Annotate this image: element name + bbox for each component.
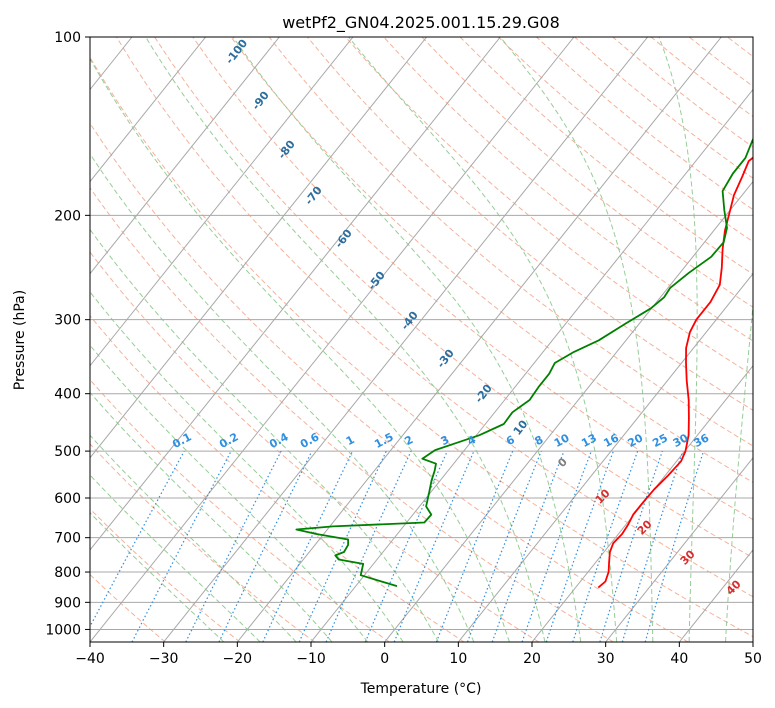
- x-axis-label: Temperature (°C): [360, 681, 482, 697]
- y-tick-label: 800: [54, 565, 81, 581]
- isotherm: [605, 457, 753, 642]
- dry-adiabat: [192, 37, 753, 521]
- moist-adiabat: [90, 153, 475, 642]
- chart-title: wetPf2_GN04.2025.001.15.29.G08: [282, 13, 560, 33]
- mixing-ratio-line: [572, 450, 639, 642]
- moist-adiabat: [145, 37, 546, 642]
- isotherm: [236, 37, 722, 642]
- dewpoint-line: [295, 137, 753, 587]
- temperature-line: [597, 156, 753, 589]
- dry-adiabat: [116, 37, 753, 598]
- plot-frame: [89, 36, 754, 643]
- moist-adiabat: [90, 474, 261, 642]
- mixing-ratio-label: 20: [626, 431, 646, 450]
- isotherm: [90, 37, 207, 183]
- grid-layer: [0, 37, 775, 642]
- moist-adiabat: [90, 228, 439, 642]
- isotherm: [90, 37, 280, 275]
- dry-adiabat: [90, 314, 465, 642]
- mixing-ratio-line: [545, 450, 614, 642]
- dry-adiabat: [421, 37, 753, 308]
- mixing-ratio-label: 25: [650, 431, 670, 450]
- mixing-ratio-line: [491, 450, 565, 642]
- moist-adiabat: [725, 300, 753, 642]
- y-tick-label: 400: [54, 387, 81, 403]
- isotherm: [90, 37, 428, 459]
- mixing-ratio-line: [90, 450, 185, 628]
- x-tick-label: 30: [597, 651, 615, 667]
- mixing-ratio-line: [644, 450, 705, 642]
- moist-adiabat: [658, 37, 698, 642]
- dry-adiabat: [90, 56, 753, 638]
- x-tick-label: −20: [223, 651, 253, 667]
- mixing-ratio-label: 30: [671, 431, 691, 450]
- y-tick-label: 100: [54, 30, 81, 46]
- y-tick-label: 900: [54, 595, 81, 611]
- x-tick-label: 50: [744, 651, 762, 667]
- x-tick-label: 0: [380, 651, 389, 667]
- plot-background: [90, 37, 753, 642]
- dry-adiabat: [90, 251, 540, 642]
- x-tick-label: 10: [449, 651, 467, 667]
- mixing-ratio-line: [435, 450, 514, 642]
- isotherm: [90, 37, 354, 367]
- x-tick-label: −40: [75, 651, 105, 667]
- mixing-ratio-label: 36: [692, 431, 712, 450]
- isotherm: [90, 37, 575, 642]
- dry-adiabat: [230, 37, 753, 483]
- isotherm: [0, 37, 58, 642]
- isotherm: [752, 641, 753, 642]
- dry-adiabat: [90, 122, 689, 642]
- mixing-ratio-line: [185, 450, 282, 642]
- y-tick-label: 200: [54, 208, 81, 224]
- dry-adiabat: [383, 37, 753, 342]
- dry-adiabat: [90, 187, 614, 642]
- moist-adiabat: [90, 344, 369, 642]
- isotherm: [531, 364, 753, 642]
- mixing-ratio-label: 10: [552, 431, 572, 450]
- dry-adiabat: [90, 378, 390, 642]
- mixing-ratio-line: [393, 450, 475, 642]
- sounding-lines: [295, 137, 753, 589]
- isotherm: [90, 37, 501, 551]
- moist-adiabat: [90, 57, 510, 642]
- x-tick-label: −10: [296, 651, 326, 667]
- dry-adiabat: [154, 37, 753, 559]
- y-tick-label: 600: [54, 491, 81, 507]
- dry-adiabat: [268, 37, 753, 447]
- isotherm: [384, 180, 753, 642]
- y-tick-label: 500: [54, 444, 81, 460]
- mixing-ratio-line: [521, 450, 592, 642]
- mixing-ratio-line: [466, 450, 542, 642]
- moist-adiabat: [90, 391, 333, 642]
- y-tick-label: 700: [54, 531, 81, 547]
- axis-ticks: −40 −30 −20 −10 0 10 20 30 40 50 100 200 300 400 500 60…: [45, 30, 762, 667]
- isotherm: [163, 37, 649, 642]
- x-tick-label: −30: [149, 651, 179, 667]
- mixing-ratio-line: [599, 450, 663, 642]
- mixing-ratio-line: [621, 450, 684, 642]
- moist-adiabat: [90, 434, 297, 642]
- y-tick-label: 1000: [45, 622, 81, 638]
- y-axis-label: Pressure (hPa): [12, 290, 28, 390]
- dry-adiabat: [90, 508, 241, 642]
- dry-adiabat: [345, 37, 753, 376]
- isotherm: [310, 88, 753, 642]
- isotherm: [457, 272, 753, 642]
- moist-adiabat: [499, 37, 654, 642]
- mixing-ratio-label: 16: [601, 431, 621, 450]
- dry-adiabat: [766, 37, 775, 642]
- moist-adiabat: [232, 37, 582, 642]
- x-tick-label: 20: [523, 651, 541, 667]
- mixing-ratio-label: 13: [579, 431, 599, 450]
- y-tick-label: 300: [54, 313, 81, 329]
- x-tick-label: 40: [670, 651, 688, 667]
- moist-adiabat: [90, 291, 404, 642]
